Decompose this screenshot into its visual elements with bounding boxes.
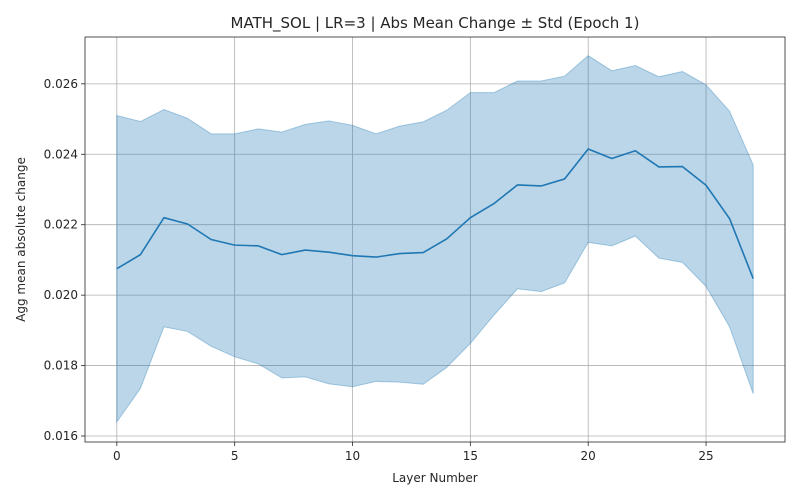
y-tick-label: 0.022 [44,218,78,232]
std-band-layer [116,55,754,424]
mean-line-layer [116,148,754,279]
x-tick-label: 15 [463,449,478,463]
y-tick-label: 0.026 [44,77,78,91]
x-axis-label: Layer Number [392,471,478,485]
x-axis: 0 5 10 15 20 25 [113,442,714,463]
x-tick-label: 25 [698,449,713,463]
y-tick-label: 0.024 [44,147,78,161]
y-axis-label: Agg mean absolute change [14,157,28,322]
chart-title: MATH_SOL | LR=3 | Abs Mean Change ± Std … [231,14,640,33]
plot-frame [84,36,786,443]
x-tick-label: 10 [345,449,360,463]
x-tick-label: 20 [581,449,596,463]
std-band [116,55,754,424]
grid [85,37,785,442]
y-tick-label: 0.020 [44,288,78,302]
y-tick-label: 0.016 [44,429,78,443]
y-axis: 0.016 0.018 0.020 0.022 0.024 0.026 [44,77,85,443]
x-tick-label: 0 [113,449,121,463]
y-tick-label: 0.018 [44,359,78,373]
x-tick-label: 5 [231,449,239,463]
mean-line [116,148,754,279]
